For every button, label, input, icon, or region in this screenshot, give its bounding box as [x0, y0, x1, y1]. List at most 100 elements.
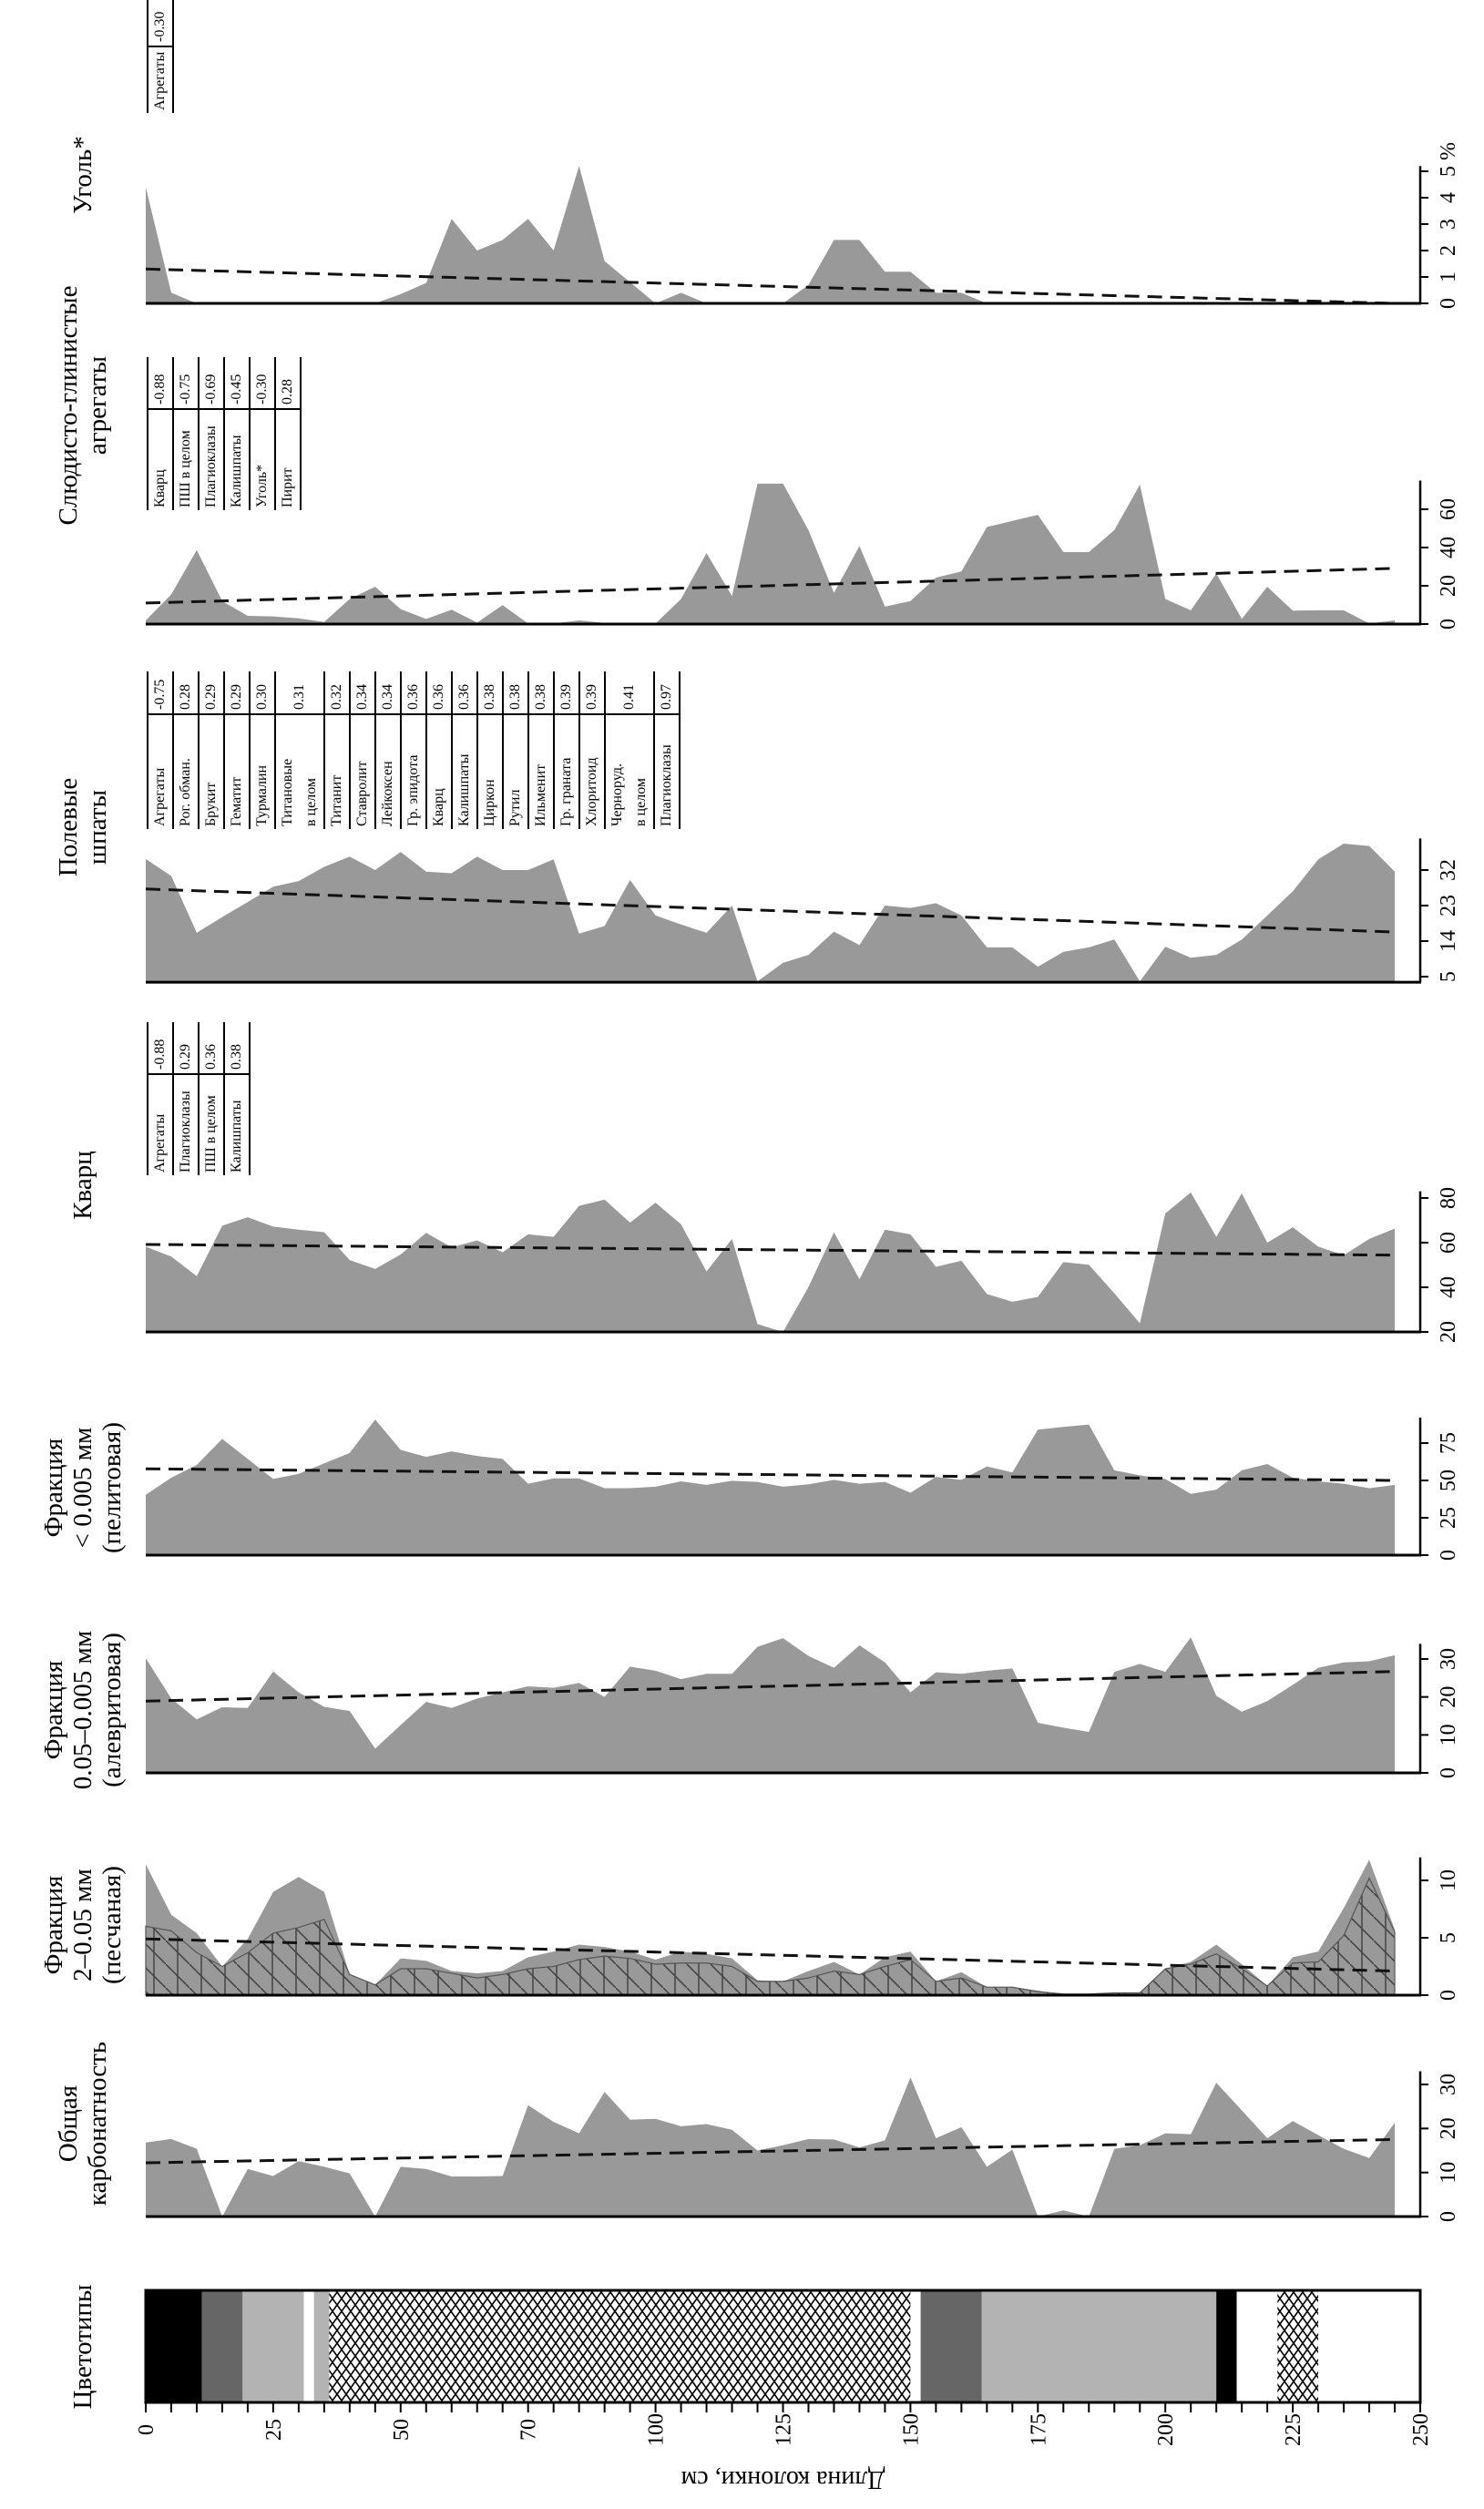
colortype-column — [144, 2289, 1422, 2404]
correlation-table: Агрегаты -0.88 Плагиоклазы 0.29 ПШ в целом 0.… — [147, 1022, 251, 1175]
value-tick-label: 10 — [1437, 1869, 1460, 1891]
correlation-value: 0.36 — [427, 671, 451, 715]
correlation-name: Гр. граната — [558, 757, 574, 826]
correlation-value: 0.32 — [325, 671, 349, 715]
correlation-value: 0.29 — [200, 671, 223, 715]
trend-line — [145, 1937, 1396, 1973]
correlation-row: Плагиоклазы 0.97 — [653, 671, 681, 829]
correlation-row: Титановые в целом 0.31 — [274, 671, 323, 829]
correlation-name: Циркон — [482, 779, 497, 826]
area-series — [146, 1192, 1396, 1332]
value-tick-label: 25 — [1437, 1507, 1460, 1529]
area-series — [146, 2077, 1396, 2217]
panel-6: 5 14 23 32 — [145, 838, 1460, 984]
value-tick-label: 1 — [1437, 271, 1460, 282]
correlation-name: Калишпаты — [229, 1100, 244, 1173]
value-tick-label: 75 — [1437, 1432, 1460, 1454]
value-tick-label: 0 — [1437, 619, 1460, 630]
correlation-row: Турмалин 0.30 — [249, 671, 274, 829]
value-tick-label: 5 — [1437, 971, 1460, 982]
correlation-name: Пирит — [280, 467, 295, 507]
panel-8: 0 1 2 3 4 5% — [145, 142, 1460, 309]
panel-title: Общая — [54, 2085, 83, 2162]
correlation-row: Ильменит 0.38 — [527, 671, 553, 829]
correlation-row: Агрегаты -0.30 — [147, 0, 174, 113]
value-tick-label: 23 — [1437, 895, 1460, 917]
colortype-segment — [1236, 2290, 1278, 2402]
depth-tick-label: 175 — [1027, 2413, 1050, 2446]
correlation-value: -0.30 — [251, 357, 274, 410]
correlation-value: 0.36 — [200, 1022, 223, 1075]
correlation-row: Калишпаты 0.38 — [223, 1022, 251, 1175]
depth-tick-label: 0 — [135, 2424, 159, 2435]
colortype-segment — [1318, 2290, 1420, 2402]
area-series — [146, 166, 1396, 303]
panel-title: (пелитовая) — [97, 1422, 127, 1553]
trend-line — [145, 1467, 1396, 1482]
correlation-row: ПШ в целом 0.36 — [198, 1022, 223, 1175]
correlation-value: 0.41 — [606, 671, 653, 715]
panel-title: Цветотипы — [68, 2285, 97, 2410]
depth-tick-label: 125 — [773, 2413, 796, 2446]
panel-3: 0 10 20 30 — [145, 1637, 1460, 1778]
trend-line — [145, 567, 1396, 605]
correlation-value: -0.75 — [174, 357, 198, 410]
value-tick-label: 80 — [1437, 1187, 1460, 1209]
correlation-row: Пирит 0.28 — [274, 357, 302, 510]
correlation-row: Лейкоксен 0.34 — [374, 671, 400, 829]
correlation-value: 0.34 — [376, 671, 400, 715]
colortype-segment — [1277, 2290, 1319, 2402]
value-tick-label: 20 — [1437, 1686, 1460, 1708]
area-series — [146, 1637, 1396, 1773]
correlation-value: 0.36 — [453, 671, 476, 715]
correlation-row: Рутил 0.38 — [502, 671, 527, 829]
panel-title: агрегаты — [83, 356, 112, 455]
panel-title: шпаты — [83, 790, 112, 865]
depth-tick-label: 150 — [899, 2413, 923, 2446]
correlation-name: Плагиоклазы — [178, 1091, 193, 1173]
panel-title: < 0.005 мм — [68, 1428, 97, 1549]
colortype-segment — [146, 2290, 202, 2402]
depth-tick-label: 200 — [1154, 2413, 1178, 2446]
correlation-name: Калишпаты — [229, 435, 244, 507]
correlation-table: Агрегаты -0.75 Рог. обман. 0.28 Брукит 0.29 Ге… — [147, 671, 681, 829]
value-tick-label: 50 — [1437, 1470, 1460, 1491]
correlation-name: Турмалин — [254, 764, 270, 826]
panel-title: 2–0.05 мм — [68, 1869, 97, 1982]
correlation-row: Калишпаты 0.36 — [451, 671, 476, 829]
trend-line — [145, 2137, 1396, 2165]
correlation-value: 0.34 — [351, 671, 374, 715]
value-tick-label: 0 — [1437, 1550, 1460, 1561]
depth-tick-label: 50 — [390, 2419, 414, 2441]
correlation-name: Ставролит — [354, 761, 370, 826]
value-tick-label: 40 — [1437, 537, 1460, 558]
correlation-name: Рог. обман. — [178, 758, 193, 826]
panel-1: 0 10 20 30 — [145, 2071, 1460, 2222]
panel-title: Уголь* — [68, 136, 97, 213]
depth-tick-label: 225 — [1282, 2413, 1305, 2446]
value-unit-label: % — [1437, 142, 1460, 160]
correlation-name: Рутил — [507, 789, 523, 826]
correlation-table: Кварц -0.88 ПШ в целом -0.75 Плагиоклазы -0.6… — [147, 357, 302, 510]
correlation-row: Гр. эпидота 0.36 — [400, 671, 425, 829]
value-tick-label: 30 — [1437, 1648, 1460, 1670]
hatched-area-series — [145, 1877, 1396, 1996]
correlation-row: Плагиоклазы 0.29 — [172, 1022, 198, 1175]
correlation-name: Уголь* — [254, 464, 270, 507]
panel-title: Фракция — [39, 1439, 68, 1538]
trend-line — [145, 1670, 1396, 1703]
correlation-name: Гр. эпидота — [405, 754, 421, 826]
trend-line — [145, 887, 1396, 934]
colortype-segment — [920, 2290, 982, 2402]
correlation-value: 0.39 — [555, 671, 578, 715]
depth-tick-label: 25 — [262, 2419, 286, 2441]
depth-tick-label: 70 — [517, 2419, 541, 2441]
correlation-value: 0.38 — [478, 671, 502, 715]
correlation-row: Калишпаты -0.45 — [223, 357, 249, 510]
value-tick-label: 30 — [1437, 2074, 1460, 2095]
correlation-name: Агрегаты — [152, 1113, 168, 1173]
correlation-row: Брукит 0.29 — [198, 671, 223, 829]
area-series — [146, 843, 1396, 983]
area-series — [146, 1419, 1396, 1555]
